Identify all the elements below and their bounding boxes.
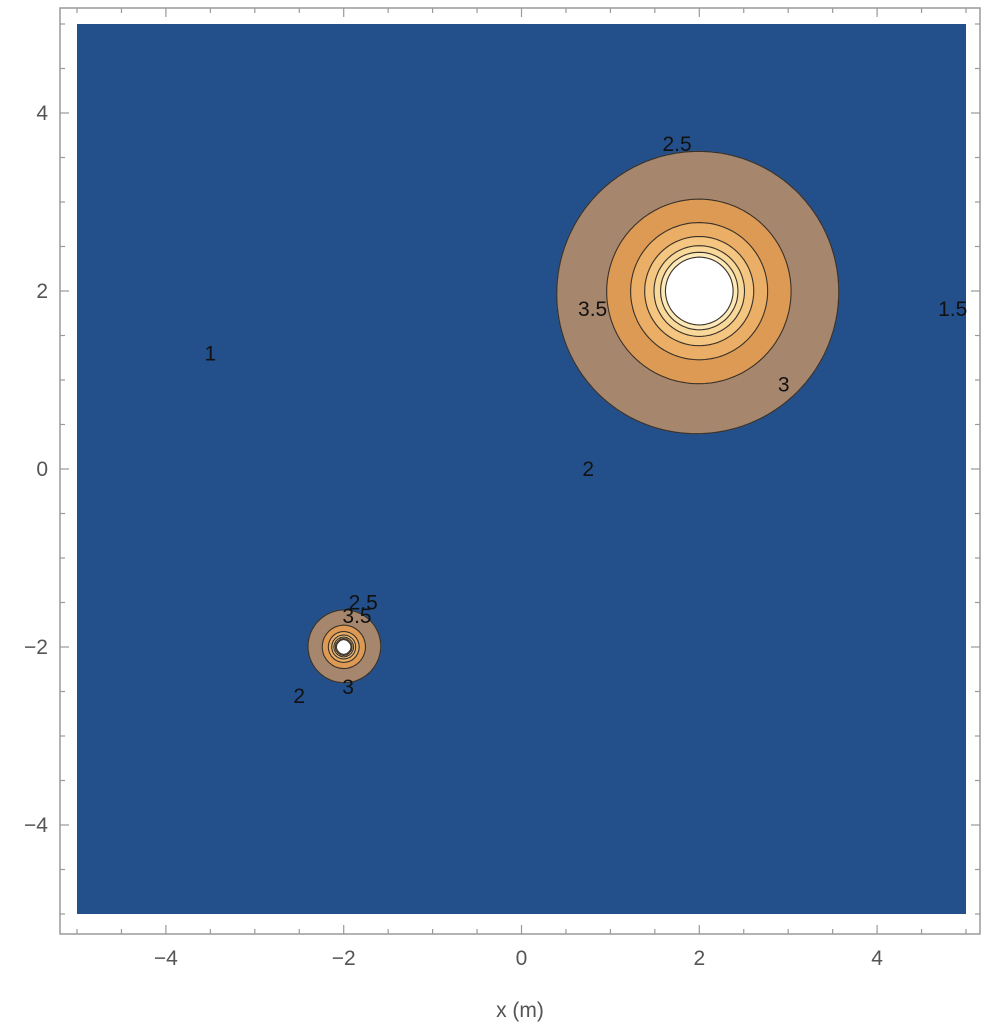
contour-line-2-5 [331, 235, 755, 660]
y-tick-label: −4 [24, 814, 48, 837]
contour-fill [77, 24, 966, 914]
contour-label: 3 [342, 676, 354, 699]
contour-line-1-5 [321, 198, 792, 670]
contour-line-2 [327, 222, 769, 663]
contour-line-3-5 [334, 251, 739, 656]
contour-label: 1 [205, 342, 217, 365]
x-tick-label: 4 [871, 947, 883, 970]
contour-fill-layer [77, 24, 966, 914]
x-axis-title: x (m) [496, 999, 544, 1022]
contour-label: 3 [778, 373, 790, 396]
x-tick-label: 2 [693, 947, 705, 970]
contour-label-layer: 11.522.533.52.53.532 [205, 133, 968, 708]
contour-line-1 [307, 150, 840, 684]
contour-line-4 [335, 256, 734, 655]
contour-line-layer [307, 150, 840, 684]
contour-label: 1.5 [938, 298, 967, 321]
y-tick-label: 0 [36, 458, 48, 481]
contour-label: 2 [293, 685, 305, 708]
x-tick-label: 0 [516, 947, 528, 970]
contour-label: 3.5 [578, 298, 607, 321]
contour-line-3 [333, 245, 746, 658]
x-tick-label: −2 [332, 947, 356, 970]
contour-label: 2 [582, 458, 594, 481]
y-tick-label: −2 [24, 636, 48, 659]
contour-label: 2.5 [349, 592, 378, 615]
x-tick-label: −4 [154, 947, 178, 970]
y-tick-label: 4 [36, 102, 48, 125]
y-tick-label: 2 [36, 280, 48, 303]
tick-layer: −4 −2 0 2 4 −4 −2 0 2 4 [24, 8, 980, 970]
contour-label: 2.5 [662, 133, 691, 156]
contour-label: 3.5 [342, 605, 371, 628]
plot-frame [59, 7, 981, 935]
